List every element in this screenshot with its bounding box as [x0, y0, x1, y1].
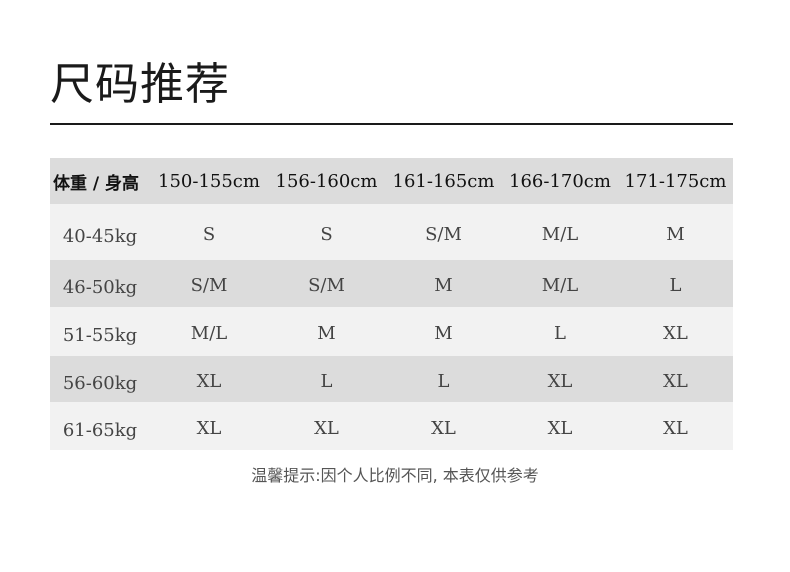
size-cell: XL: [663, 323, 688, 344]
table-row: 46-50kg S/M S/M M M/L L: [50, 260, 733, 307]
size-cell: S/M: [308, 275, 345, 296]
size-cell: XL: [663, 417, 688, 439]
weight-cell: 40-45kg: [62, 225, 138, 247]
corner-header: 体重 / 身高: [53, 173, 140, 194]
size-cell: L: [554, 323, 566, 344]
column-header: 156-160cm: [275, 170, 378, 192]
size-cell: L: [669, 275, 682, 296]
size-cell: S/M: [425, 223, 462, 245]
table-row: 51-55kg M/L M M L XL: [50, 307, 733, 356]
size-cell: L: [437, 370, 450, 392]
size-cell: XL: [547, 370, 573, 392]
column-header: 161-165cm: [392, 170, 495, 192]
size-cell: M: [434, 275, 453, 296]
table-row: 61-65kg XL XL XL XL XL: [50, 402, 733, 450]
size-cell: M/L: [541, 275, 579, 296]
page-title: 尺码推荐: [50, 59, 230, 110]
size-cell: M/L: [541, 223, 579, 245]
size-cell: M: [434, 323, 453, 344]
disclaimer-note: 温馨提示:因个人比例不同, 本表仅供参考: [251, 466, 539, 485]
size-cell: XL: [663, 370, 688, 392]
table-row: 40-45kg S S S/M M/L M: [50, 204, 733, 260]
size-cell: XL: [431, 417, 456, 439]
size-cell: M: [317, 323, 336, 344]
size-cell: M: [666, 223, 685, 245]
size-cell: M/L: [190, 323, 228, 344]
size-cell: S: [320, 223, 333, 245]
size-cell: XL: [196, 370, 222, 392]
table-header-row: 体重 / 身高 150-155cm 156-160cm 161-165cm 16…: [50, 158, 733, 204]
column-header: 150-155cm: [158, 170, 260, 192]
title-divider: [50, 123, 733, 125]
table-row: 56-60kg XL L L XL XL: [50, 356, 733, 402]
size-cell: L: [320, 370, 333, 392]
weight-cell: 61-65kg: [62, 419, 138, 441]
weight-cell: 46-50kg: [62, 277, 138, 298]
size-cell: XL: [314, 417, 339, 439]
column-header: 171-175cm: [624, 170, 727, 192]
weight-cell: 51-55kg: [62, 325, 138, 346]
size-cell: XL: [547, 417, 573, 439]
column-header: 166-170cm: [509, 170, 611, 192]
size-cell: S/M: [190, 275, 228, 296]
weight-cell: 56-60kg: [62, 372, 138, 394]
size-cell: S: [202, 223, 216, 245]
size-chart-table: 体重 / 身高 150-155cm 156-160cm 161-165cm 16…: [50, 158, 733, 450]
size-cell: XL: [196, 417, 222, 439]
